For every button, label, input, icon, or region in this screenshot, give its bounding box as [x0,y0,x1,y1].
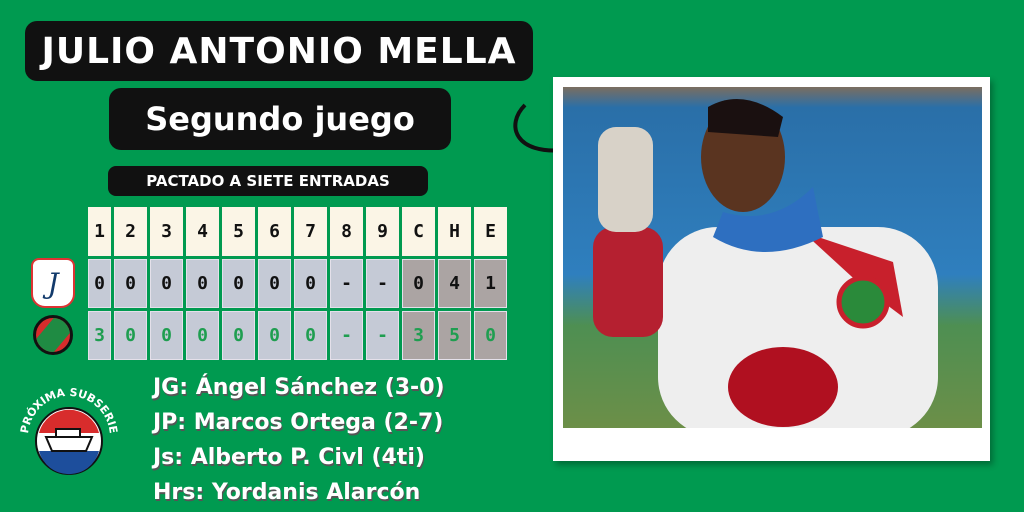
home-runs: Hrs: Yordanis Alarcón [153,480,421,505]
inning-score-cell: 0 [294,311,327,360]
inning-header: 6 [258,207,291,256]
inning-header: 9 [366,207,399,256]
inning-header: 3 [150,207,183,256]
total-cell: 5 [438,311,471,360]
inning-header: H [438,207,471,256]
save-pitcher: Js: Alberto P. Civl (4ti) [153,445,425,470]
total-cell: 3 [402,311,435,360]
total-cell: 0 [402,259,435,308]
inning-score-cell: - [330,259,363,308]
inning-score-cell: 0 [294,259,327,308]
page-title: JULIO ANTONIO MELLA [25,21,533,81]
inning-score-cell: 0 [150,259,183,308]
total-cell: 0 [474,311,507,360]
inning-score-cell: - [366,311,399,360]
inning-header: 2 [114,207,147,256]
game-subtitle: Segundo juego [109,88,451,150]
inning-score-cell: 0 [222,259,255,308]
game-stats: JG: Ángel Sánchez (3-0) JP: Marcos Orteg… [153,370,445,510]
inning-header: E [474,207,507,256]
inning-header: 7 [294,207,327,256]
proxima-subserie-badge: PRÓXIMA SUBSERIE [18,386,120,475]
inning-score-cell: - [330,311,363,360]
player-photo-frame [553,77,990,461]
inning-header: 8 [330,207,363,256]
inning-score-cell: 0 [258,311,291,360]
innings-note: PACTADO A SIETE ENTRADAS [108,166,428,196]
total-cell: 1 [474,259,507,308]
inning-header: 4 [186,207,219,256]
inning-score-cell: 0 [258,259,291,308]
inning-score-cell: 0 [222,311,255,360]
total-cell: 4 [438,259,471,308]
inning-score-cell: 3 [88,311,111,360]
inning-score-cell: 0 [150,311,183,360]
player-photo [563,87,982,428]
winning-pitcher: JG: Ángel Sánchez (3-0) [153,375,445,400]
inning-score-cell: - [366,259,399,308]
inning-header: C [402,207,435,256]
inning-header: 1 [88,207,111,256]
inning-score-cell: 0 [114,311,147,360]
inning-score-cell: 0 [114,259,147,308]
inning-score-cell: 0 [88,259,111,308]
team-logo-mella: J [31,258,75,308]
team-logo-tunas [33,315,73,355]
inning-score-cell: 0 [186,311,219,360]
inning-header: 5 [222,207,255,256]
inning-score-cell: 0 [186,259,219,308]
losing-pitcher: JP: Marcos Ortega (2-7) [153,410,444,435]
